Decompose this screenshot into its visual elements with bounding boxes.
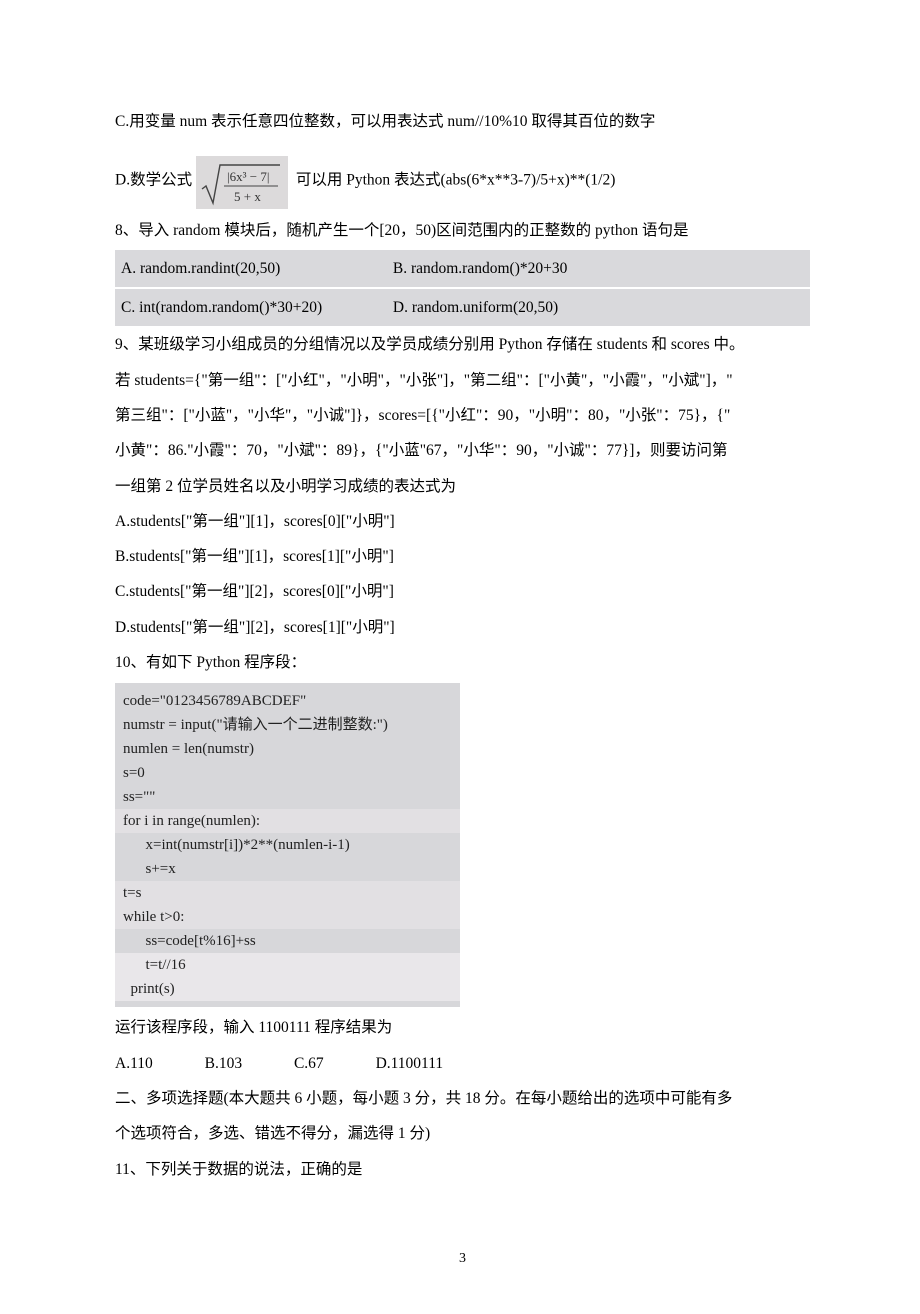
- code-line-8: t=s: [115, 881, 460, 905]
- q10-option-d: D.1100111: [376, 1047, 444, 1080]
- code-line-1: numstr = input("请输入一个二进制整数:"): [123, 713, 452, 737]
- q8-option-a: A. random.randint(20,50): [121, 252, 389, 285]
- svg-text:5 + x: 5 + x: [234, 189, 261, 204]
- q10-run-text: 运行该程序段，输入 1100111 程序结果为: [115, 1011, 810, 1044]
- q7-option-d: D.数学公式 |6x³ − 7| 5 + x 可以用 Python 表达式(ab…: [115, 156, 810, 206]
- q7-option-c: C.用变量 num 表示任意四位整数，可以用表达式 num//10%10 取得其…: [115, 105, 810, 138]
- q10-code-block: code="0123456789ABCDEF" numstr = input("…: [115, 683, 460, 1007]
- q8-option-b: B. random.random()*20+30: [393, 252, 567, 285]
- q7-option-d-suffix: 可以用 Python 表达式(abs(6*x**3-7)/5+x)**(1/2): [296, 172, 616, 189]
- q10-option-b: B.103: [205, 1047, 242, 1080]
- q11-stem: 11、下列关于数据的说法，正确的是: [115, 1153, 810, 1186]
- code-line-12: print(s): [115, 977, 460, 1001]
- code-line-6: x=int(numstr[i])*2**(numlen-i-1): [123, 833, 452, 857]
- section2-line2: 个选项符合，多选、错选不得分，漏选得 1 分): [115, 1117, 810, 1150]
- code-line-0: code="0123456789ABCDEF": [123, 689, 452, 713]
- q10-option-c: C.67: [294, 1047, 324, 1080]
- code-line-9: while t>0:: [115, 905, 460, 929]
- q9-option-c: C.students["第一组"][2]，scores[0]["小明"]: [115, 575, 810, 608]
- q10-option-a: A.110: [115, 1047, 153, 1080]
- q10-options: A.110 B.103 C.67 D.1100111: [115, 1047, 810, 1080]
- code-line-7: s+=x: [123, 857, 452, 881]
- page-number: 3: [115, 1244, 810, 1274]
- q9-line3: 第三组"：["小蓝"，"小华"，"小诚"]}，scores=[{"小红"：90，…: [115, 399, 810, 432]
- q8-option-c: C. int(random.random()*30+20): [121, 291, 389, 324]
- q8-option-d: D. random.uniform(20,50): [393, 291, 558, 324]
- q9-line5: 一组第 2 位学员姓名以及小明学习成绩的表达式为: [115, 470, 810, 503]
- q8-options-row2: C. int(random.random()*30+20) D. random.…: [115, 289, 810, 326]
- code-line-11: t=t//16: [115, 953, 460, 977]
- q9-option-b: B.students["第一组"][1]，scores[1]["小明"]: [115, 540, 810, 573]
- q10-stem: 10、有如下 Python 程序段：: [115, 646, 810, 679]
- q8-options-row1: A. random.randint(20,50) B. random.rando…: [115, 250, 810, 287]
- math-formula: |6x³ − 7| 5 + x: [196, 156, 288, 209]
- q7-option-c-text: C.用变量 num 表示任意四位整数，可以用表达式 num//10%10 取得其…: [115, 113, 655, 130]
- q9-line2: 若 students={"第一组"：["小红"，"小明"，"小张"]，"第二组"…: [115, 364, 810, 397]
- section2-line1: 二、多项选择题(本大题共 6 小题，每小题 3 分，共 18 分。在每小题给出的…: [115, 1082, 810, 1115]
- svg-text:|6x³ − 7|: |6x³ − 7|: [227, 169, 269, 184]
- q9-option-d: D.students["第一组"][2]，scores[1]["小明"]: [115, 611, 810, 644]
- code-line-3: s=0: [123, 761, 452, 785]
- q9-line4: 小黄"：86."小霞"：70，"小斌"：89}，{"小蓝"67，"小华"：90，…: [115, 434, 810, 467]
- code-line-5: for i in range(numlen):: [115, 809, 460, 833]
- code-line-2: numlen = len(numstr): [123, 737, 452, 761]
- q8-stem: 8、导入 random 模块后，随机产生一个[20，50)区间范围内的正整数的 …: [115, 214, 810, 247]
- q7-option-d-prefix: D.数学公式: [115, 172, 192, 189]
- q9-option-a: A.students["第一组"][1]，scores[0]["小明"]: [115, 505, 810, 538]
- code-line-4: ss="": [123, 785, 452, 809]
- code-line-10: ss=code[t%16]+ss: [123, 929, 452, 953]
- q9-line1: 9、某班级学习小组成员的分组情况以及学员成绩分别用 Python 存储在 stu…: [115, 328, 810, 361]
